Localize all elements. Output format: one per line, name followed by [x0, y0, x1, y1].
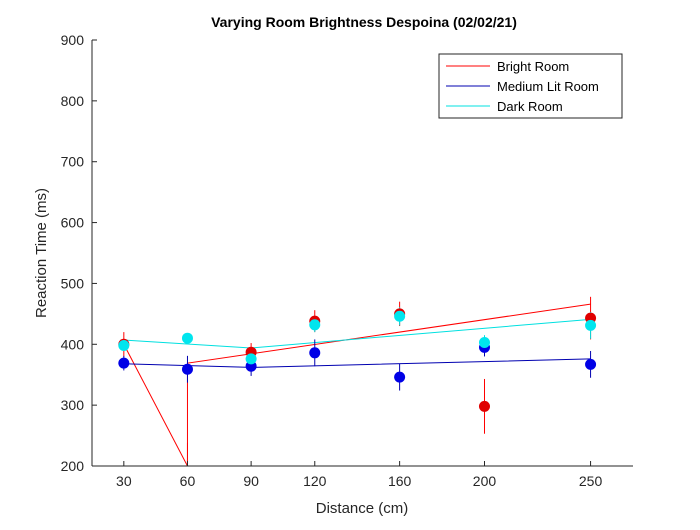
data-point-1-1: [181, 363, 193, 375]
x-axis-label: Distance (cm): [316, 500, 409, 517]
legend-label-2: Dark Room: [497, 99, 563, 114]
data-point-2-3: [309, 319, 321, 331]
x-tick-label: 250: [579, 473, 603, 489]
data-point-2-5: [478, 336, 490, 348]
data-point-1-4: [394, 371, 406, 383]
y-tick-label: 500: [61, 275, 85, 291]
y-tick-label: 200: [61, 458, 85, 474]
y-tick-label: 600: [61, 215, 85, 231]
y-tick-label: 700: [61, 154, 85, 170]
data-point-2-6: [585, 319, 597, 331]
x-tick-label: 120: [303, 473, 327, 489]
y-tick-label: 300: [61, 397, 85, 413]
data-point-2-4: [394, 310, 406, 322]
data-point-2-0: [118, 340, 130, 352]
x-tick-label: 90: [243, 473, 259, 489]
y-tick-label: 800: [61, 93, 85, 109]
series-layer: [118, 296, 597, 466]
legend: Bright Room Medium Lit Room Dark Room: [438, 53, 623, 119]
data-point-0-5: [478, 400, 490, 412]
x-tick-label: 30: [116, 473, 132, 489]
data-point-1-6: [585, 358, 597, 370]
y-axis-label: Reaction Time (ms): [33, 188, 50, 318]
data-point-1-3: [309, 347, 321, 359]
legend-label-1: Medium Lit Room: [497, 79, 599, 94]
data-point-1-0: [118, 357, 130, 369]
y-tick-label: 900: [61, 32, 85, 48]
data-point-2-1: [181, 332, 193, 344]
fit-line-0: [123, 303, 591, 466]
x-tick-label: 200: [473, 473, 497, 489]
y-tick-label: 400: [61, 336, 85, 352]
legend-label-0: Bright Room: [497, 59, 569, 74]
axes-layer: 200 300 400 500 600 700 800 900 30 60 90 120 160 200 2…: [61, 32, 633, 489]
chart-title: Varying Room Brightness Despoina (02/02/…: [211, 14, 517, 30]
data-point-2-2: [245, 353, 257, 365]
x-tick-label: 60: [180, 473, 196, 489]
x-tick-label: 160: [388, 473, 412, 489]
